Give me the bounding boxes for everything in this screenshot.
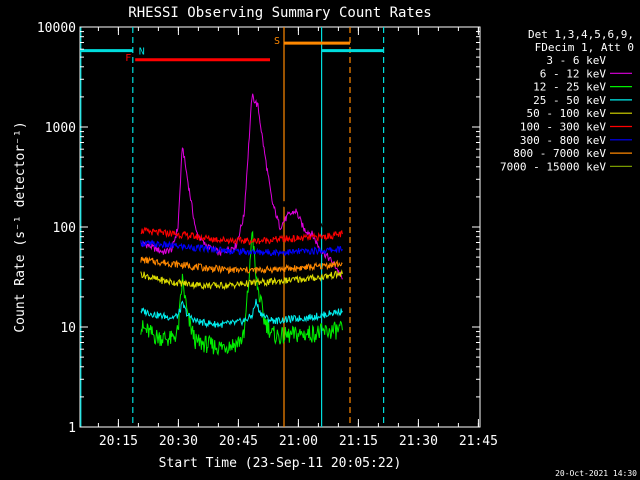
legend-label: 6 - 12 keV bbox=[540, 67, 607, 80]
x-tick-label: 21:00 bbox=[279, 434, 318, 449]
y-tick-label: 10000 bbox=[37, 21, 76, 36]
y-axis-label: Count Rate (s⁻¹ detector⁻¹) bbox=[13, 121, 28, 332]
legend-label: 12 - 25 keV bbox=[533, 81, 606, 94]
y-tick-label: 1000 bbox=[45, 121, 76, 136]
legend-label: 800 - 7000 keV bbox=[513, 147, 606, 160]
series-line-3 bbox=[140, 298, 343, 329]
series-line-6 bbox=[140, 239, 343, 257]
y-tick-label: 100 bbox=[53, 221, 76, 236]
timestamp: 20-Oct-2021 14:30 bbox=[555, 469, 637, 478]
x-tick-label: 20:15 bbox=[99, 434, 138, 449]
legend-header: Det 1,3,4,5,6,9, bbox=[528, 28, 634, 41]
flag-label-n: N bbox=[139, 47, 145, 58]
flag-label-f: F bbox=[125, 53, 131, 64]
series-line-7 bbox=[140, 256, 343, 275]
legend-header: FDecim 1, Att 0 bbox=[535, 41, 634, 54]
x-tick-label: 20:45 bbox=[219, 434, 258, 449]
legend-label: 7000 - 15000 keV bbox=[500, 160, 606, 173]
series-line-1 bbox=[140, 93, 343, 280]
series-line-2 bbox=[140, 230, 343, 356]
legend-label: 300 - 800 keV bbox=[520, 134, 606, 147]
legend: Det 1,3,4,5,6,9,FDecim 1, Att 03 - 6 keV… bbox=[500, 28, 634, 173]
series-line-5 bbox=[140, 226, 343, 246]
legend-label: 100 - 300 keV bbox=[520, 121, 606, 134]
x-tick-label: 21:15 bbox=[339, 434, 378, 449]
x-tick-label: 21:45 bbox=[459, 434, 498, 449]
series-line-0 bbox=[140, 127, 343, 386]
y-tick-label: 10 bbox=[60, 321, 76, 336]
chart-title: RHESSI Observing Summary Count Rates bbox=[128, 5, 431, 21]
x-tick-label: 20:30 bbox=[159, 434, 198, 449]
legend-label: 50 - 100 keV bbox=[527, 107, 607, 120]
y-tick-label: 1 bbox=[68, 421, 76, 436]
legend-label: 25 - 50 keV bbox=[533, 94, 606, 107]
x-tick-label: 21:30 bbox=[399, 434, 438, 449]
x-axis-label: Start Time (23-Sep-11 20:05:22) bbox=[159, 456, 402, 471]
flag-label-s: S bbox=[274, 36, 280, 47]
series-line-4 bbox=[140, 269, 343, 291]
legend-label: 3 - 6 keV bbox=[546, 54, 606, 67]
